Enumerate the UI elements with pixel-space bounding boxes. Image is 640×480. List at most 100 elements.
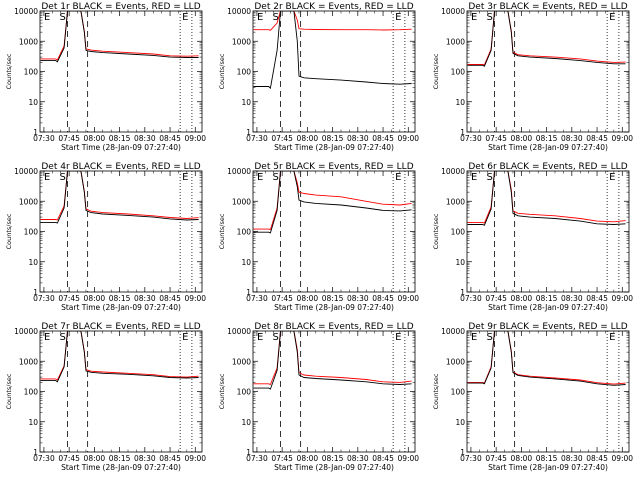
y-axis-label: Counts/sec — [218, 53, 226, 89]
chart-panel-9: Det 9r BLACK = Events, RED = LLD 1 10 100 10… — [432, 322, 633, 472]
plot-frame — [39, 170, 203, 293]
plot-frame — [252, 10, 416, 133]
x-tick-label: 08:45 — [372, 294, 394, 303]
x-tick-label: 08:00 — [511, 134, 533, 143]
x-axis-label: Start Time (28-Jan-09 07:27:40) — [61, 463, 181, 472]
y-tick-label: 10000 — [441, 327, 465, 336]
y-tick-label: 1 — [460, 448, 465, 457]
events-series-line — [467, 11, 626, 67]
segment-marker: S — [272, 172, 278, 183]
chart-title: Det 9r BLACK = Events, RED = LLD — [468, 322, 627, 332]
segment-marker: E — [182, 172, 188, 183]
y-tick-label: 1 — [460, 128, 465, 137]
segment-marker: S — [486, 332, 492, 343]
x-tick-label: 08:15 — [536, 454, 558, 463]
chart-title: Det 1r BLACK = Events, RED = LLD — [41, 2, 200, 12]
x-tick-label: 09:00 — [184, 454, 206, 463]
y-tick-label: 1 — [460, 288, 465, 297]
events-series-line — [40, 11, 199, 63]
segment-marker: E — [609, 332, 615, 343]
x-tick-label: 08:45 — [159, 134, 181, 143]
x-tick-label: 09:00 — [184, 134, 206, 143]
x-tick-label: 08:30 — [347, 454, 369, 463]
y-axis-label: Counts/sec — [5, 213, 13, 249]
x-axis-label: Start Time (28-Jan-09 07:27:40) — [274, 143, 394, 152]
chart-panel-4: Det 4r BLACK = Events, RED = LLD 1 10 100 10… — [5, 162, 206, 312]
x-tick-label: 08:15 — [109, 134, 131, 143]
chart-title: Det 3r BLACK = Events, RED = LLD — [468, 2, 627, 12]
x-tick-label: 08:30 — [134, 294, 156, 303]
x-tick-label: 08:00 — [297, 134, 319, 143]
x-tick-label: 09:00 — [611, 454, 633, 463]
y-axis-label: Counts/sec — [432, 373, 440, 409]
events-series-line — [253, 11, 412, 90]
chart-panel-1: Det 1r BLACK = Events, RED = LLD 1 10 100 10… — [5, 2, 206, 152]
x-tick-label: 07:45 — [271, 294, 293, 303]
x-tick-label: 07:45 — [271, 134, 293, 143]
x-tick-label: 07:45 — [58, 454, 80, 463]
x-tick-label: 08:45 — [159, 454, 181, 463]
y-tick-label: 100 — [237, 228, 252, 237]
x-tick-label: 08:15 — [536, 294, 558, 303]
y-tick-label: 1000 — [446, 197, 465, 206]
x-tick-label: 09:00 — [611, 134, 633, 143]
x-tick-label: 08:00 — [297, 294, 319, 303]
x-tick-label: 07:45 — [485, 134, 507, 143]
y-tick-label: 10 — [455, 98, 465, 107]
y-tick-label: 10000 — [14, 327, 38, 336]
x-tick-label: 09:00 — [184, 294, 206, 303]
y-tick-label: 100 — [451, 388, 466, 397]
chart-title: Det 5r BLACK = Events, RED = LLD — [254, 162, 413, 172]
x-tick-label: 07:45 — [485, 454, 507, 463]
x-tick-label: 08:15 — [322, 134, 344, 143]
y-tick-label: 1000 — [19, 37, 38, 46]
x-tick-label: 09:00 — [397, 454, 419, 463]
x-axis-label: Start Time (28-Jan-09 07:27:40) — [274, 463, 394, 472]
segment-marker: E — [471, 12, 477, 23]
y-tick-label: 10 — [28, 258, 38, 267]
y-tick-label: 10 — [455, 418, 465, 427]
y-tick-label: 100 — [24, 228, 39, 237]
y-tick-label: 10 — [455, 258, 465, 267]
x-tick-label: 09:00 — [397, 294, 419, 303]
chart-panel-3: Det 3r BLACK = Events, RED = LLD 1 10 100 10… — [432, 2, 633, 152]
x-tick-label: 08:30 — [561, 294, 583, 303]
y-tick-label: 1000 — [232, 197, 251, 206]
x-tick-label: 07:30 — [33, 454, 55, 463]
segment-marker: S — [272, 332, 278, 343]
plot-frame — [466, 170, 630, 293]
x-tick-label: 08:00 — [297, 454, 319, 463]
y-tick-label: 10 — [241, 258, 251, 267]
segment-marker: E — [182, 332, 188, 343]
segment-marker: E — [257, 332, 263, 343]
x-tick-label: 07:45 — [58, 294, 80, 303]
x-tick-label: 07:30 — [460, 134, 482, 143]
x-tick-label: 08:45 — [586, 134, 608, 143]
segment-marker: E — [257, 12, 263, 23]
x-tick-label: 08:00 — [511, 454, 533, 463]
events-series-line — [467, 171, 626, 226]
y-tick-label: 1 — [33, 448, 38, 457]
y-tick-label: 100 — [237, 68, 252, 77]
y-tick-label: 10000 — [14, 7, 38, 16]
y-tick-label: 100 — [237, 388, 252, 397]
chart-panel-6: Det 6r BLACK = Events, RED = LLD 1 10 100 10… — [432, 162, 633, 312]
y-tick-label: 1 — [33, 288, 38, 297]
x-axis-label: Start Time (28-Jan-09 07:27:40) — [488, 143, 608, 152]
chart-title: Det 2r BLACK = Events, RED = LLD — [254, 2, 413, 12]
y-tick-label: 10000 — [441, 7, 465, 16]
y-tick-label: 10 — [241, 418, 251, 427]
segment-marker: S — [486, 12, 492, 23]
chart-title: Det 7r BLACK = Events, RED = LLD — [41, 322, 200, 332]
events-series-line — [40, 171, 199, 224]
x-tick-label: 07:30 — [460, 294, 482, 303]
x-tick-label: 08:00 — [84, 134, 106, 143]
segment-marker: E — [44, 332, 50, 343]
x-tick-label: 08:30 — [561, 454, 583, 463]
x-axis-label: Start Time (28-Jan-09 07:27:40) — [488, 463, 608, 472]
y-tick-label: 10000 — [227, 167, 251, 176]
y-tick-label: 10 — [28, 418, 38, 427]
x-tick-label: 08:30 — [561, 134, 583, 143]
